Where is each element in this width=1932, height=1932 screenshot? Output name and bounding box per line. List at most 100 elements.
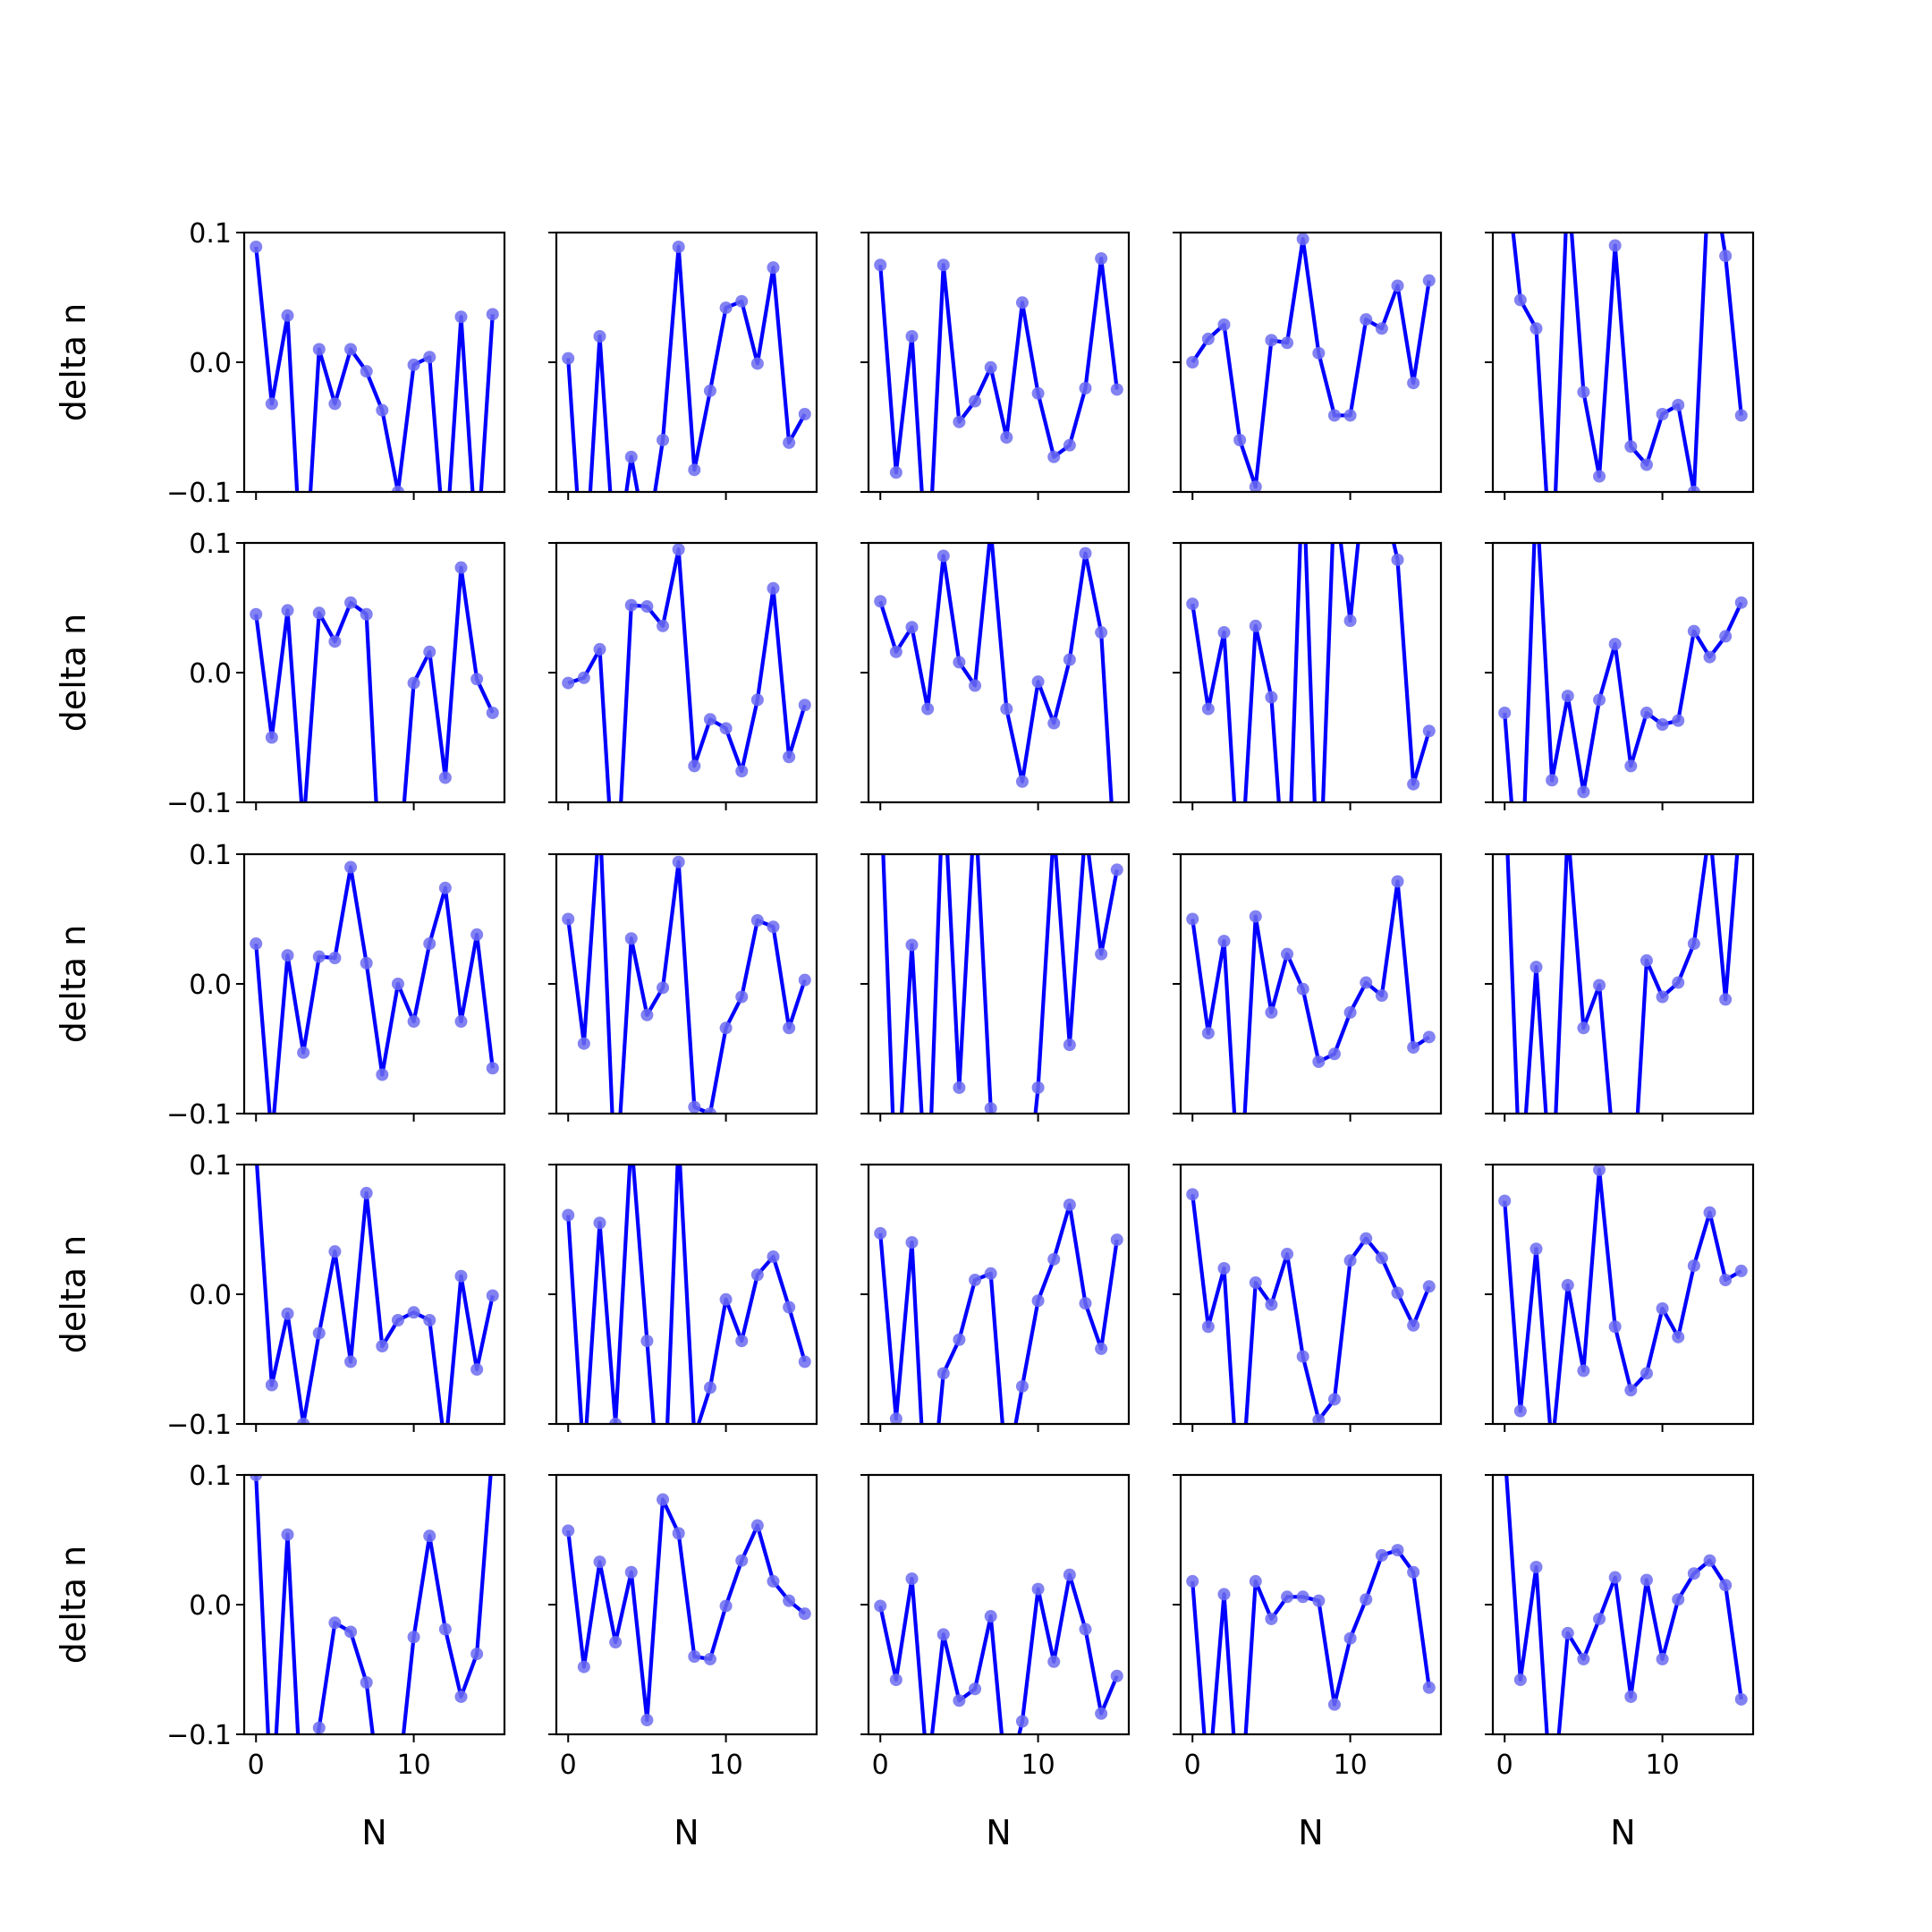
data-point	[407, 1306, 420, 1319]
plot-area	[1186, 233, 1436, 492]
data-point	[1375, 1548, 1388, 1562]
data-point	[921, 1211, 934, 1224]
data-point	[1217, 935, 1231, 948]
data-point	[889, 645, 902, 658]
data-point	[1422, 1030, 1436, 1044]
data-point	[1391, 553, 1404, 566]
data-point	[767, 1574, 780, 1588]
data-point	[1719, 1579, 1733, 1592]
data-point	[1734, 409, 1748, 422]
data-point	[703, 1652, 716, 1665]
data-point	[767, 261, 780, 275]
data-point	[874, 258, 887, 272]
data-point	[297, 1046, 310, 1059]
data-point	[874, 595, 887, 608]
data-point	[1233, 1199, 1246, 1211]
data-point	[1577, 1021, 1590, 1035]
subplot-5-2: 0 10 N	[548, 1473, 818, 1852]
data-point	[1734, 596, 1748, 609]
data-point	[673, 1132, 685, 1145]
data-point	[577, 1660, 590, 1674]
data-point	[439, 1444, 452, 1456]
data-point	[1640, 953, 1653, 967]
data-point	[905, 938, 919, 952]
data-point	[1296, 233, 1309, 246]
data-point	[1343, 1005, 1357, 1019]
data-point	[750, 357, 764, 370]
plot-area	[874, 543, 1114, 802]
data-point	[719, 1021, 733, 1035]
data-point	[312, 1721, 326, 1734]
y-tick-label: −0.1	[166, 1410, 232, 1441]
data-point	[1296, 1590, 1309, 1604]
data-point	[624, 932, 638, 945]
data-point	[1031, 1081, 1045, 1094]
y-axis-label: delta n	[54, 1235, 93, 1353]
data-point	[1422, 724, 1436, 738]
series-line	[1504, 1475, 1743, 1734]
data-point	[1343, 1631, 1357, 1645]
data-point	[703, 1107, 716, 1114]
data-point	[1327, 1698, 1341, 1711]
data-point	[1562, 174, 1574, 187]
y-tick-label: 0.0	[189, 348, 232, 379]
data-point	[1422, 1681, 1436, 1694]
data-point	[328, 1245, 342, 1258]
data-point	[486, 706, 499, 719]
data-point	[266, 1806, 278, 1818]
data-point	[344, 1355, 358, 1368]
data-point	[657, 1493, 670, 1506]
data-point	[281, 949, 294, 962]
data-point	[783, 1301, 796, 1314]
data-point	[1217, 1588, 1231, 1601]
data-point	[1530, 322, 1543, 335]
data-point	[719, 722, 733, 735]
data-point	[1407, 777, 1420, 791]
series-line	[567, 547, 807, 802]
plot-area	[1186, 1544, 1436, 1734]
subplot-3-4	[1173, 852, 1443, 1211]
data-point	[454, 1015, 468, 1029]
data-point	[1672, 1593, 1685, 1606]
data-point	[1422, 1280, 1436, 1293]
x-tick-label: 0	[872, 1750, 889, 1781]
data-point	[1095, 252, 1108, 265]
y-tick-label: −0.1	[166, 1720, 232, 1751]
data-point	[688, 1100, 701, 1114]
subplot-1-1: −0.1 0.0 0.1 delta n	[54, 218, 506, 509]
data-point	[392, 874, 404, 886]
series-line	[1503, 543, 1743, 802]
data-point	[1186, 912, 1199, 926]
data-point	[281, 1307, 294, 1320]
data-point	[1593, 470, 1606, 483]
data-point	[936, 258, 950, 272]
data-point	[783, 436, 796, 449]
data-point	[407, 676, 420, 690]
data-point	[1513, 1674, 1527, 1687]
data-point	[1640, 458, 1653, 471]
data-point	[486, 1062, 499, 1075]
data-point	[360, 956, 373, 970]
y-tick-label: 0.0	[189, 1590, 232, 1622]
subplot-5-5: 0 10 N	[1485, 1473, 1755, 1852]
subplot-5-4: 0 10 N	[1173, 1473, 1443, 1852]
x-tick-label: 10	[1021, 1750, 1055, 1781]
axes-frame	[867, 852, 1131, 1115]
data-point	[750, 913, 764, 927]
axes-frame	[1179, 852, 1443, 1115]
data-point	[1514, 913, 1527, 926]
data-point	[486, 308, 499, 321]
plot-area	[1498, 1165, 1748, 1424]
data-point	[1593, 693, 1606, 707]
data-point	[1530, 1560, 1543, 1573]
data-point	[1513, 293, 1527, 307]
data-point	[969, 1682, 982, 1696]
data-point	[1296, 982, 1309, 996]
data-point	[1031, 1582, 1045, 1596]
data-point	[1312, 1055, 1326, 1068]
data-point	[657, 981, 670, 995]
data-point	[593, 1555, 606, 1569]
subplot-grid: −0.1 0.0 0.1 delta n −0.1 0.0 0.1 delta n −0.1 0.…	[54, 174, 1755, 1852]
data-point	[1265, 334, 1278, 347]
data-point	[1734, 1264, 1748, 1277]
